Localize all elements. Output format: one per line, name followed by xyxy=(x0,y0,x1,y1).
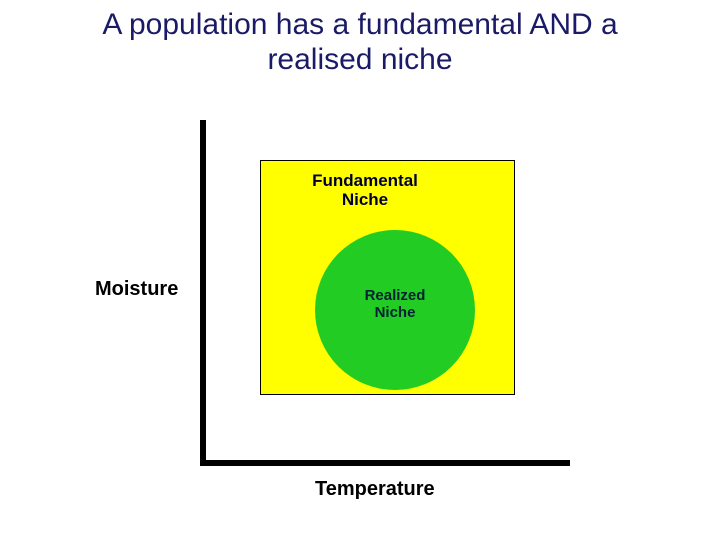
y-axis xyxy=(200,120,206,466)
fundamental-niche-label: Fundamental Niche xyxy=(295,172,435,209)
realized-label-line-1: Realized xyxy=(350,288,440,305)
title-line-2: realised niche xyxy=(0,43,720,78)
y-axis-label: Moisture xyxy=(95,278,178,301)
title-line-1: A population has a fundamental AND a xyxy=(0,8,720,43)
page-title: A population has a fundamental AND a rea… xyxy=(0,8,720,77)
realized-label-line-2: Niche xyxy=(350,305,440,322)
fundamental-label-line-1: Fundamental xyxy=(295,172,435,191)
realized-niche-label: Realized Niche xyxy=(350,288,440,321)
slide: A population has a fundamental AND a rea… xyxy=(0,0,720,540)
x-axis xyxy=(200,460,570,466)
fundamental-label-line-2: Niche xyxy=(295,191,435,210)
x-axis-label: Temperature xyxy=(315,478,435,501)
